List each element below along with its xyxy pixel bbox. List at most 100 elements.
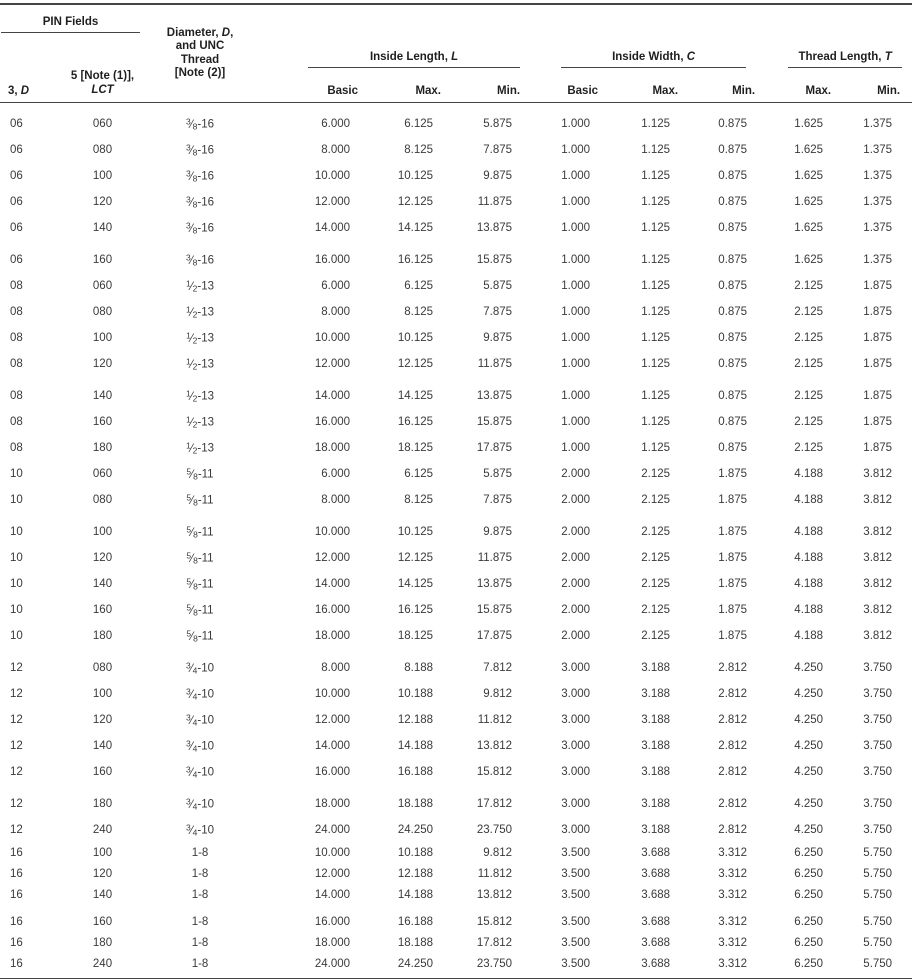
cell-pin-5-lct: 140 (92, 221, 113, 234)
cell-length-min: 5.875 (483, 279, 513, 292)
cell-pin-3d: 10 (10, 603, 23, 616)
cell-thread: 5⁄8-11 (186, 628, 214, 643)
cell-length-max: 12.125 (397, 357, 434, 370)
cell-width-basic: 1.000 (561, 305, 591, 318)
table-row: 12 100 3⁄4-10 10.000 10.188 9.812 3.000 3.188 2.… (0, 681, 912, 707)
cell-pin-3d: 08 (10, 389, 23, 402)
cell-width-min: 0.875 (718, 253, 748, 266)
cell-pin-3d: 16 (10, 937, 23, 949)
cell-thread: 1⁄2-13 (186, 304, 215, 319)
cell-pin-5-lct: 140 (92, 577, 113, 590)
cell-width-min: 1.875 (718, 493, 748, 506)
cell-pin-3d: 12 (10, 713, 23, 726)
cell-thread-length-max: 2.125 (794, 279, 824, 292)
cell-length-basic: 10.000 (314, 687, 351, 700)
cell-width-min: 0.875 (718, 221, 748, 234)
table-row: 06 100 3⁄8-16 10.000 10.125 9.875 1.000 1.125 0.… (0, 163, 912, 189)
cell-length-min: 9.875 (483, 331, 513, 344)
cell-length-min: 7.875 (483, 143, 513, 156)
cell-thread-length-max: 4.250 (794, 739, 824, 752)
cell-width-max: 1.125 (641, 305, 671, 318)
cell-length-min: 9.812 (483, 687, 513, 700)
cell-thread-length-max: 6.250 (794, 868, 824, 880)
cell-pin-3d: 08 (10, 279, 23, 292)
cell-thread-length-min: 1.375 (863, 169, 893, 182)
table-row: 12 080 3⁄4-10 8.000 8.188 7.812 3.000 3.188 2.81… (0, 649, 912, 681)
cell-thread: 1-8 (191, 958, 209, 970)
cell-width-basic: 2.000 (561, 493, 591, 506)
cell-thread-length-min: 1.875 (863, 305, 893, 318)
cell-thread: 3⁄4-10 (186, 822, 215, 837)
cell-length-min: 7.875 (483, 493, 513, 506)
cell-pin-5-lct: 180 (92, 797, 113, 810)
cell-thread-length-max: 6.250 (794, 916, 824, 928)
table-row: 12 240 3⁄4-10 24.000 24.250 23.750 3.000 3.188 2… (0, 817, 912, 843)
cell-thread-length-min: 1.375 (863, 195, 893, 208)
cell-width-max: 1.125 (641, 279, 671, 292)
cell-width-max: 3.688 (641, 958, 671, 970)
cell-thread: 3⁄8-16 (186, 142, 215, 157)
pin-5-header-line: 5 [Note (1)], (70, 70, 135, 82)
table-row: 06 160 3⁄8-16 16.000 16.125 15.875 1.000 1.125 0… (0, 241, 912, 273)
cell-length-max: 24.250 (397, 823, 434, 836)
cell-pin-3d: 16 (10, 958, 23, 970)
cell-width-basic: 3.000 (561, 823, 591, 836)
pin-5-lct-column-header: 5 [Note (1)], LCT (40, 69, 166, 103)
cell-thread: 1⁄2-13 (186, 388, 215, 403)
cell-width-max: 1.125 (641, 253, 671, 266)
cell-thread-length-min: 3.750 (863, 713, 893, 726)
cell-length-min: 23.750 (476, 823, 513, 836)
cell-pin-3d: 08 (10, 331, 23, 344)
pin-fields-label: PIN Fields (1, 16, 141, 33)
cell-thread-length-min: 3.812 (863, 629, 893, 642)
cell-length-max: 12.125 (397, 195, 434, 208)
width-max-header: Max. (602, 69, 683, 103)
cell-length-basic: 8.000 (321, 143, 351, 156)
cell-width-basic: 3.500 (561, 937, 591, 949)
cell-length-max: 14.125 (397, 577, 434, 590)
cell-width-max: 3.188 (641, 823, 671, 836)
cell-thread-length-min: 1.875 (863, 357, 893, 370)
cell-length-min: 11.875 (477, 551, 513, 564)
cell-thread: 1⁄2-13 (186, 414, 215, 429)
table-row: 10 060 5⁄8-11 6.000 6.125 5.875 2.000 2.125 1.87… (0, 461, 912, 487)
cell-width-max: 2.125 (641, 603, 671, 616)
cell-pin-3d: 10 (10, 577, 23, 590)
table-row: 08 060 1⁄2-13 6.000 6.125 5.875 1.000 1.125 0.87… (0, 273, 912, 299)
cell-pin-3d: 12 (10, 823, 23, 836)
cell-thread: 1⁄2-13 (186, 330, 215, 345)
cell-thread-length-min: 1.875 (863, 331, 893, 344)
cell-width-max: 1.125 (641, 117, 671, 130)
table-row: 12 140 3⁄4-10 14.000 14.188 13.812 3.000 3.188 2… (0, 733, 912, 759)
cell-thread-length-max: 4.250 (794, 797, 824, 810)
cell-width-basic: 3.500 (561, 868, 591, 880)
cell-length-min: 7.875 (483, 305, 513, 318)
cell-length-min: 13.812 (476, 889, 513, 901)
cell-thread-length-max: 2.125 (794, 305, 824, 318)
cell-length-basic: 16.000 (314, 603, 351, 616)
cell-pin-3d: 08 (10, 305, 23, 318)
header-group-row: PIN Fields Diameter, D, and UNC Thread [… (0, 4, 912, 103)
cell-length-max: 18.125 (397, 629, 434, 642)
cell-width-max: 3.188 (641, 739, 671, 752)
table-body: 06 060 3⁄8-16 6.000 6.125 5.875 1.000 1.125 0.87… (0, 103, 912, 979)
cell-length-max: 8.125 (404, 143, 434, 156)
cell-thread: 3⁄8-16 (186, 252, 215, 267)
cell-length-min: 23.750 (476, 958, 513, 970)
cell-thread-length-max: 4.250 (794, 687, 824, 700)
cell-thread-length-min: 1.375 (863, 143, 893, 156)
cell-thread-length-min: 1.875 (863, 441, 893, 454)
cell-thread: 3⁄4-10 (186, 796, 215, 811)
cell-thread-length-min: 3.812 (863, 603, 893, 616)
cell-length-max: 12.188 (397, 713, 434, 726)
cell-width-max: 1.125 (641, 331, 671, 344)
cell-thread: 5⁄8-11 (186, 466, 214, 481)
cell-width-min: 3.312 (718, 937, 748, 949)
cell-length-basic: 18.000 (314, 441, 351, 454)
table-row: 08 080 1⁄2-13 8.000 8.125 7.875 1.000 1.125 0.87… (0, 299, 912, 325)
inside-length-group-header: Inside Length, L (235, 4, 524, 69)
cell-thread: 5⁄8-11 (186, 602, 214, 617)
cell-length-basic: 24.000 (314, 958, 351, 970)
cell-length-max: 8.125 (404, 305, 434, 318)
pin-dimensions-table: PIN Fields Diameter, D, and UNC Thread [… (0, 3, 913, 979)
